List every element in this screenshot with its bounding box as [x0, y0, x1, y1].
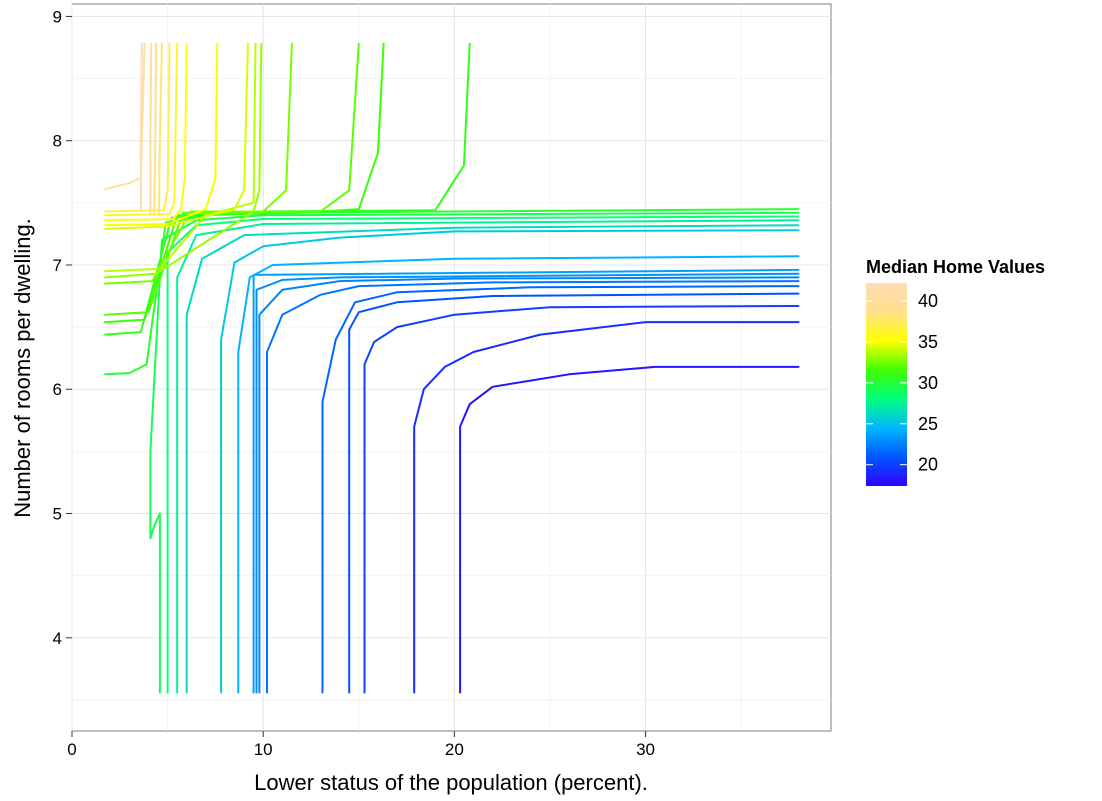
legend-ticks: 20 25 30 35 40: [866, 291, 938, 475]
contour-line: [104, 42, 385, 324]
contour-line: [266, 280, 800, 694]
contour-line: [104, 42, 188, 222]
legend-title: Median Home Values: [866, 257, 1045, 277]
contour-line: [413, 321, 800, 694]
y-tick-label: 5: [53, 505, 62, 524]
legend-tick-label: 25: [918, 414, 938, 434]
contour-line: [139, 42, 143, 212]
x-tick-label: 30: [636, 740, 655, 759]
y-tick-label: 4: [53, 629, 62, 648]
contour-line: [176, 219, 800, 694]
contour-line: [185, 224, 800, 694]
contour-line: [258, 276, 800, 694]
contour-line: [153, 42, 158, 217]
y-tick-label: 6: [53, 380, 62, 399]
contour-line: [104, 42, 146, 191]
contour-line: [104, 42, 179, 217]
axes: 0 10 20 30 4 5 6 7 8 9: [53, 7, 655, 759]
contour-line: [104, 42, 171, 213]
contour-line: [321, 285, 800, 694]
contour-line: [104, 42, 257, 273]
x-tick-label: 0: [67, 740, 76, 759]
contour-line: [149, 211, 800, 694]
contour-line: [363, 305, 800, 694]
y-axis-title: Number of rooms per dwelling.: [10, 218, 35, 518]
contour-line: [149, 42, 153, 217]
contour-line: [104, 42, 219, 227]
y-tick-label: 9: [53, 7, 62, 26]
legend-colorbar: [866, 283, 907, 486]
legend-tick-label: 40: [918, 291, 938, 311]
contour-line: [459, 365, 800, 694]
legend-tick-label: 30: [918, 373, 938, 393]
contour-line: [104, 42, 249, 230]
contour-line: [220, 229, 800, 694]
contour-line: [348, 292, 800, 694]
contour-line: [104, 42, 263, 279]
contour-lines: [104, 42, 800, 694]
y-tick-label: 8: [53, 132, 62, 151]
contour-line: [158, 42, 163, 217]
x-tick-label: 20: [445, 740, 464, 759]
legend-tick-label: 35: [918, 332, 938, 352]
y-tick-label: 7: [53, 256, 62, 275]
contour-line: [255, 272, 800, 694]
legend-tick-label: 20: [918, 455, 938, 475]
contour-line: [237, 255, 800, 694]
x-axis-title: Lower status of the population (percent)…: [254, 770, 648, 795]
legend: Median Home Values 20 25 30 35 40: [866, 257, 1045, 486]
x-tick-label: 10: [254, 740, 273, 759]
